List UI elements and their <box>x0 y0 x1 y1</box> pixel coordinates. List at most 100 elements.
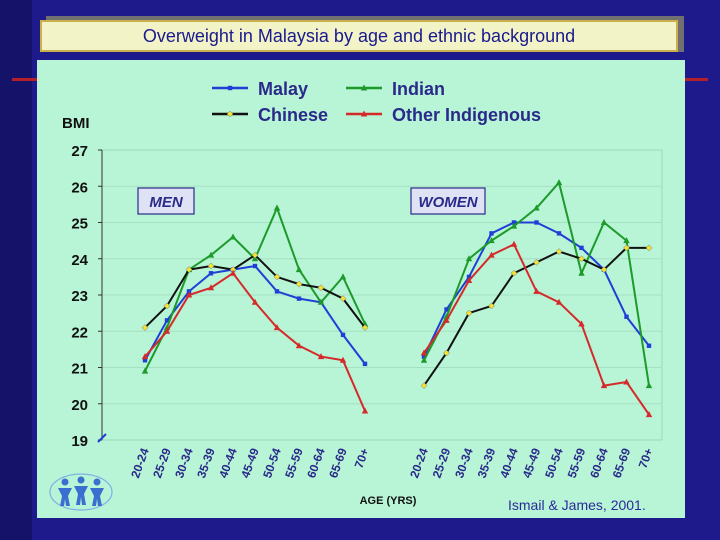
data-point <box>207 251 215 258</box>
data-point <box>555 298 563 305</box>
x-tick-label: 55-59 <box>282 446 306 480</box>
data-point <box>623 237 630 244</box>
data-point <box>600 382 608 389</box>
data-point <box>510 222 518 229</box>
data-point <box>578 320 585 327</box>
data-point <box>465 309 473 317</box>
data-point <box>251 298 259 305</box>
data-point <box>646 343 652 348</box>
data-point <box>534 220 539 225</box>
y-tick-label: 23 <box>71 288 88 305</box>
data-point <box>645 244 653 252</box>
y-tick-label: 25 <box>71 216 88 233</box>
data-point <box>252 263 258 269</box>
x-tick-label: 45-49 <box>520 446 544 480</box>
data-point <box>420 382 428 389</box>
data-point <box>185 291 193 298</box>
x-tick-label: 70+ <box>352 446 372 470</box>
y-tick-label: 27 <box>71 143 88 160</box>
y-tick-label: 26 <box>71 179 88 196</box>
data-point <box>623 378 630 385</box>
data-point <box>274 289 280 294</box>
data-point <box>229 233 237 240</box>
data-point <box>207 284 215 291</box>
x-tick-label: 50-54 <box>260 446 284 480</box>
y-tick-label: 20 <box>71 397 88 414</box>
data-point <box>141 324 149 331</box>
panel-label: MEN <box>149 194 184 211</box>
data-point <box>466 274 472 280</box>
data-point <box>555 248 563 255</box>
data-point <box>207 262 215 270</box>
people-logo-icon <box>49 473 113 511</box>
data-point <box>579 245 584 251</box>
legend-marker <box>360 84 368 91</box>
data-point <box>420 356 428 363</box>
data-point <box>510 269 518 277</box>
data-point <box>645 382 653 389</box>
legend-label: Malay <box>258 79 308 99</box>
legend-marker <box>227 85 233 91</box>
y-tick-label: 22 <box>71 324 88 341</box>
x-tick-label: 70+ <box>636 446 656 470</box>
y-tick-label: 19 <box>71 433 88 450</box>
x-tick-label: 25-29 <box>430 446 454 480</box>
source-credit: Ismail & James, 2001. <box>508 497 646 513</box>
x-tick-label: 30-34 <box>452 446 476 480</box>
data-point <box>533 204 540 211</box>
data-point <box>465 277 473 283</box>
x-tick-label: 30-34 <box>172 446 196 480</box>
data-point <box>600 266 608 273</box>
data-point <box>164 318 170 323</box>
data-point <box>556 231 562 236</box>
data-point <box>141 367 149 374</box>
x-tick-label: 65-69 <box>610 446 634 480</box>
data-point <box>141 353 149 360</box>
data-point <box>317 284 325 292</box>
data-point <box>142 358 148 363</box>
x-tick-label: 60-64 <box>587 446 611 480</box>
data-point <box>361 324 369 331</box>
series-line <box>423 246 649 387</box>
data-point <box>251 251 259 259</box>
data-point <box>533 259 540 266</box>
data-point <box>339 273 347 280</box>
data-point <box>421 354 427 359</box>
data-point <box>186 289 192 294</box>
legend-label: Indian <box>392 79 445 99</box>
data-point <box>295 342 303 349</box>
panel-label: WOMEN <box>418 194 478 211</box>
y-tick-label: 24 <box>71 252 88 269</box>
x-tick-label: 65-69 <box>326 446 350 480</box>
data-point <box>296 296 302 301</box>
legend-marker <box>360 110 368 117</box>
legend-marker <box>226 110 234 118</box>
data-point <box>510 240 518 247</box>
chart-panel <box>37 60 685 518</box>
data-point <box>273 204 281 211</box>
data-point <box>362 361 368 367</box>
data-point <box>361 407 369 414</box>
x-tick-label: 40-44 <box>497 446 521 480</box>
slide-title: Overweight in Malaysia by age and ethnic… <box>40 20 678 52</box>
x-tick-label: 50-54 <box>542 446 566 480</box>
data-point <box>489 231 494 236</box>
data-point <box>317 298 325 305</box>
data-point <box>578 255 585 263</box>
data-point <box>533 287 540 294</box>
x-tick-label: 20-24 <box>407 446 431 480</box>
x-tick-label: 55-59 <box>565 446 589 480</box>
panel-label-box <box>137 187 195 215</box>
data-point <box>185 266 193 273</box>
data-point <box>488 251 495 258</box>
x-tick-label: 20-24 <box>128 446 152 480</box>
x-tick-label: 35-39 <box>475 446 499 480</box>
data-point <box>465 255 473 262</box>
data-point <box>339 295 347 302</box>
series-line <box>423 242 650 416</box>
data-point <box>340 332 346 338</box>
data-point <box>273 273 281 281</box>
data-point <box>600 219 608 225</box>
data-point <box>443 316 450 323</box>
x-tick-label: 35-39 <box>194 446 218 480</box>
